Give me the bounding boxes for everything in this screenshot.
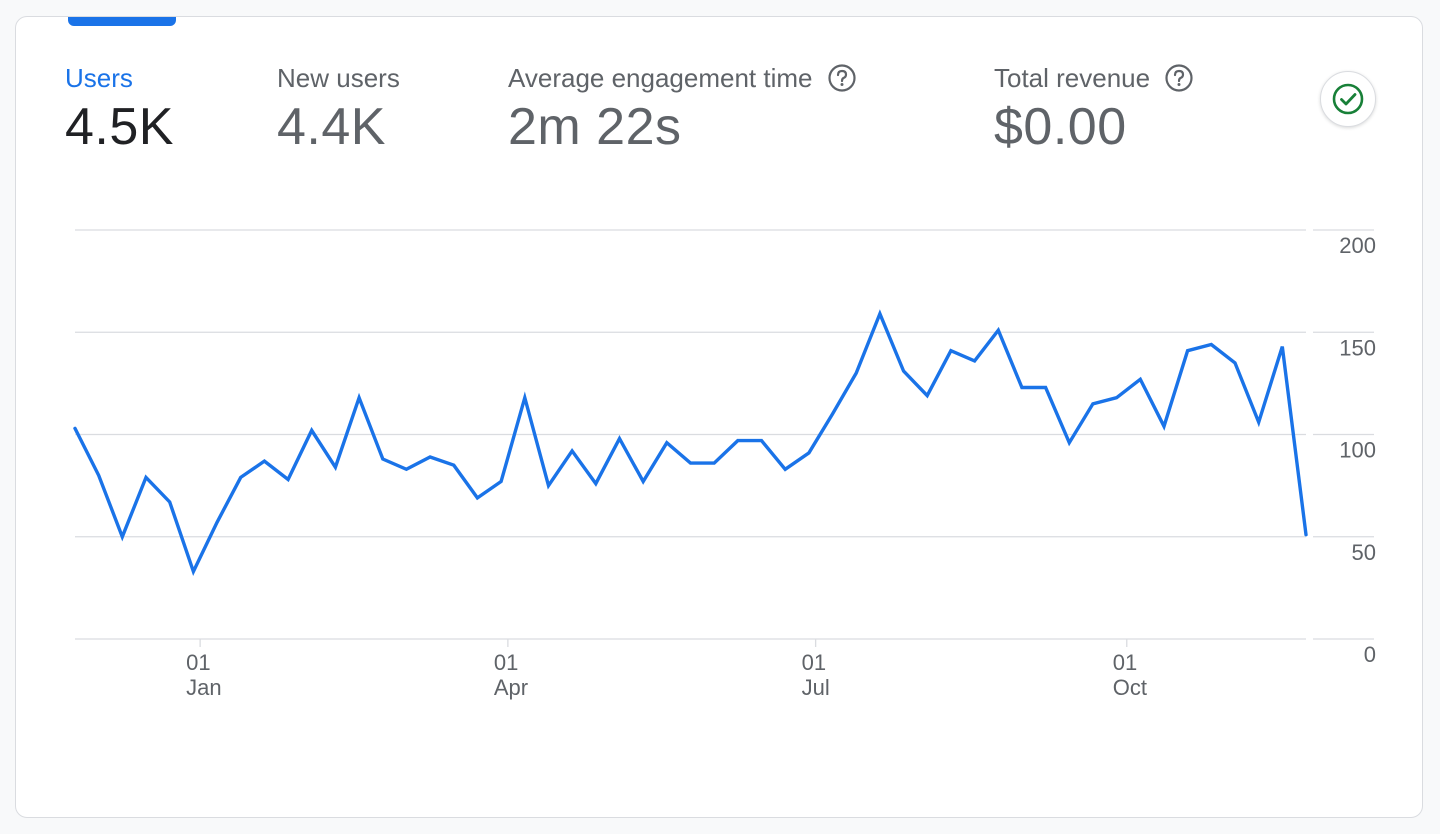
- data-point: [382, 458, 384, 460]
- metric-label-row: Total revenue: [994, 61, 1194, 95]
- data-point: [1257, 421, 1259, 423]
- data-point: [476, 497, 478, 499]
- data-point: [74, 427, 76, 429]
- data-point: [902, 370, 904, 372]
- metric-value: $0.00: [994, 98, 1127, 156]
- status-check-button[interactable]: [1320, 71, 1376, 127]
- y-tick-label: 0: [1364, 642, 1376, 667]
- data-point: [1115, 396, 1117, 398]
- x-tick-month: Oct: [1113, 675, 1147, 700]
- data-point: [642, 480, 644, 482]
- data-point: [1281, 345, 1283, 347]
- metric-label: New users: [277, 63, 400, 93]
- users-series-line: [73, 309, 1308, 576]
- data-point: [500, 480, 502, 482]
- active-tab-indicator: [68, 17, 176, 26]
- data-point: [1234, 362, 1236, 364]
- data-point: [358, 396, 360, 398]
- data-point: [950, 349, 952, 351]
- data-point: [429, 456, 431, 458]
- help-icon[interactable]: [827, 63, 857, 93]
- y-tick-label: 200: [1339, 233, 1376, 258]
- data-point: [524, 396, 526, 398]
- data-point: [784, 468, 786, 470]
- data-point: [1163, 425, 1165, 427]
- data-point: [926, 394, 928, 396]
- y-tick-label: 150: [1339, 335, 1376, 360]
- x-tick-day: 01: [186, 650, 210, 675]
- data-point: [997, 329, 999, 331]
- check-circle-icon: [1332, 83, 1364, 115]
- data-point: [808, 452, 810, 454]
- data-point: [287, 478, 289, 480]
- x-tick-month: Jul: [802, 675, 830, 700]
- x-tick-month: Jan: [186, 675, 221, 700]
- data-point: [879, 313, 881, 315]
- metric-label-row: Average engagement time: [508, 61, 857, 95]
- data-point: [713, 462, 715, 464]
- help-icon[interactable]: [1164, 63, 1194, 93]
- metric-tab-new-users[interactable]: New users 4.4K: [277, 61, 400, 157]
- data-point: [263, 460, 265, 462]
- data-point: [595, 482, 597, 484]
- metric-label: Users: [65, 63, 133, 93]
- data-point: [1092, 403, 1094, 405]
- data-point: [689, 462, 691, 464]
- metric-label: Total revenue: [994, 63, 1151, 93]
- users-overview-card: Users 4.5K New users 4.4K Average engage…: [15, 16, 1423, 818]
- data-point: [831, 413, 833, 415]
- y-tick-label: 50: [1352, 540, 1376, 565]
- data-point: [311, 429, 313, 431]
- metric-value: 4.5K: [65, 98, 174, 156]
- metric-value: 2m 22s: [508, 98, 682, 156]
- data-point: [145, 476, 147, 478]
- data-point: [737, 439, 739, 441]
- data-point: [240, 476, 242, 478]
- y-tick-label: 100: [1339, 438, 1376, 463]
- data-point: [192, 570, 194, 572]
- data-point: [547, 484, 549, 486]
- data-point: [1044, 386, 1046, 388]
- data-point: [334, 466, 336, 468]
- metric-label: Average engagement time: [508, 63, 813, 93]
- metric-tab-average-engagement-time[interactable]: Average engagement time 2m 22s: [508, 61, 857, 157]
- x-tick-day: 01: [494, 650, 518, 675]
- data-point: [760, 439, 762, 441]
- x-tick-month: Apr: [494, 675, 528, 700]
- x-tick-day: 01: [802, 650, 826, 675]
- data-point: [121, 536, 123, 538]
- data-point: [571, 450, 573, 452]
- metric-tab-total-revenue[interactable]: Total revenue $0.00: [994, 61, 1194, 157]
- data-point: [973, 360, 975, 362]
- data-point: [453, 464, 455, 466]
- data-point: [855, 372, 857, 374]
- x-tick-day: 01: [1113, 650, 1137, 675]
- metric-tab-users[interactable]: Users 4.5K: [65, 61, 174, 157]
- metric-value: 4.4K: [277, 98, 386, 156]
- data-point: [618, 437, 620, 439]
- data-point: [1021, 386, 1023, 388]
- data-point: [666, 441, 668, 443]
- data-point: [405, 468, 407, 470]
- data-point: [1068, 441, 1070, 443]
- data-point: [1139, 378, 1141, 380]
- data-point: [1210, 343, 1212, 345]
- data-point: [216, 521, 218, 523]
- data-point: [168, 501, 170, 503]
- data-point: [1305, 534, 1307, 536]
- data-point: [1186, 349, 1188, 351]
- data-point: [97, 474, 99, 476]
